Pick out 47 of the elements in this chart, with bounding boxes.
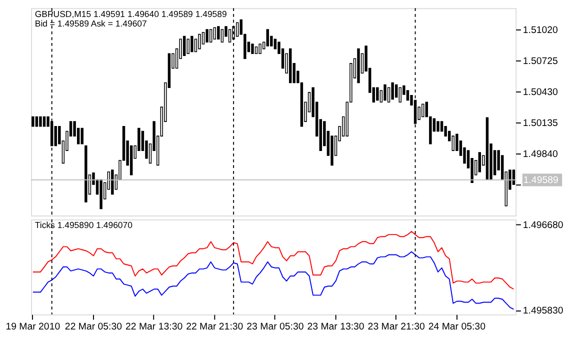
x-tick-label: 23 Mar 13:30	[307, 321, 365, 332]
y-tick-label: 1.50430	[522, 86, 558, 98]
candlestick	[39, 116, 42, 127]
candlestick	[478, 152, 481, 172]
x-tick-label: 22 Mar 13:30	[126, 321, 184, 332]
candlestick	[42, 116, 46, 127]
x-tick-label: 22 Mar 21:30	[186, 321, 244, 332]
candlestick	[32, 116, 34, 127]
x-tick-label: 23 Mar 05:30	[246, 321, 304, 332]
candlestick	[398, 87, 402, 102]
y-tick-label: 1.50135	[522, 118, 558, 129]
candlestick	[251, 44, 254, 54]
candlestick	[421, 104, 424, 118]
candlestick	[376, 87, 379, 101]
ref-line-label: 1.49589	[523, 174, 558, 186]
line-series	[32, 231, 514, 290]
y-tick-label: 1.496680	[522, 220, 564, 231]
y-tick-label: 1.50725	[522, 56, 558, 67]
y-tick-label: 1.51020	[522, 24, 558, 36]
candlestick	[258, 44, 262, 54]
candlestick	[182, 36, 186, 56]
candlestick	[190, 36, 194, 52]
candlestick	[217, 26, 220, 40]
candlestick	[35, 116, 38, 127]
candlestick	[236, 22, 239, 37]
line-series	[32, 251, 514, 310]
annotation: Ticks 1.495890 1.496070	[34, 220, 133, 230]
x-tick-label: 24 Mar 05:30	[428, 321, 486, 332]
candlestick	[206, 29, 208, 42]
candlestick	[391, 82, 394, 100]
candlestick	[209, 29, 212, 42]
x-tick-label: 19 Mar 2010	[6, 321, 61, 332]
candlestick	[436, 121, 440, 132]
candlestick	[228, 29, 232, 42]
y-tick-label: 1.49840	[522, 148, 558, 160]
annotation: Bid = 1.49589 Ask = 1.49607	[34, 18, 148, 29]
y-tick-label: 1.495830	[522, 306, 564, 317]
x-tick-label: 23 Mar 21:30	[368, 321, 426, 332]
candlestick	[266, 29, 269, 46]
candlestick	[186, 38, 190, 54]
candlestick	[198, 34, 201, 50]
candlestick	[213, 27, 216, 40]
candlestick	[80, 128, 84, 144]
candlestick	[220, 29, 224, 42]
annotation: GBPUSD,M15 1.49591 1.49640 1.49589 1.49589	[34, 8, 227, 19]
x-tick-label: 22 Mar 05:30	[64, 321, 123, 332]
candlestick	[384, 84, 386, 101]
